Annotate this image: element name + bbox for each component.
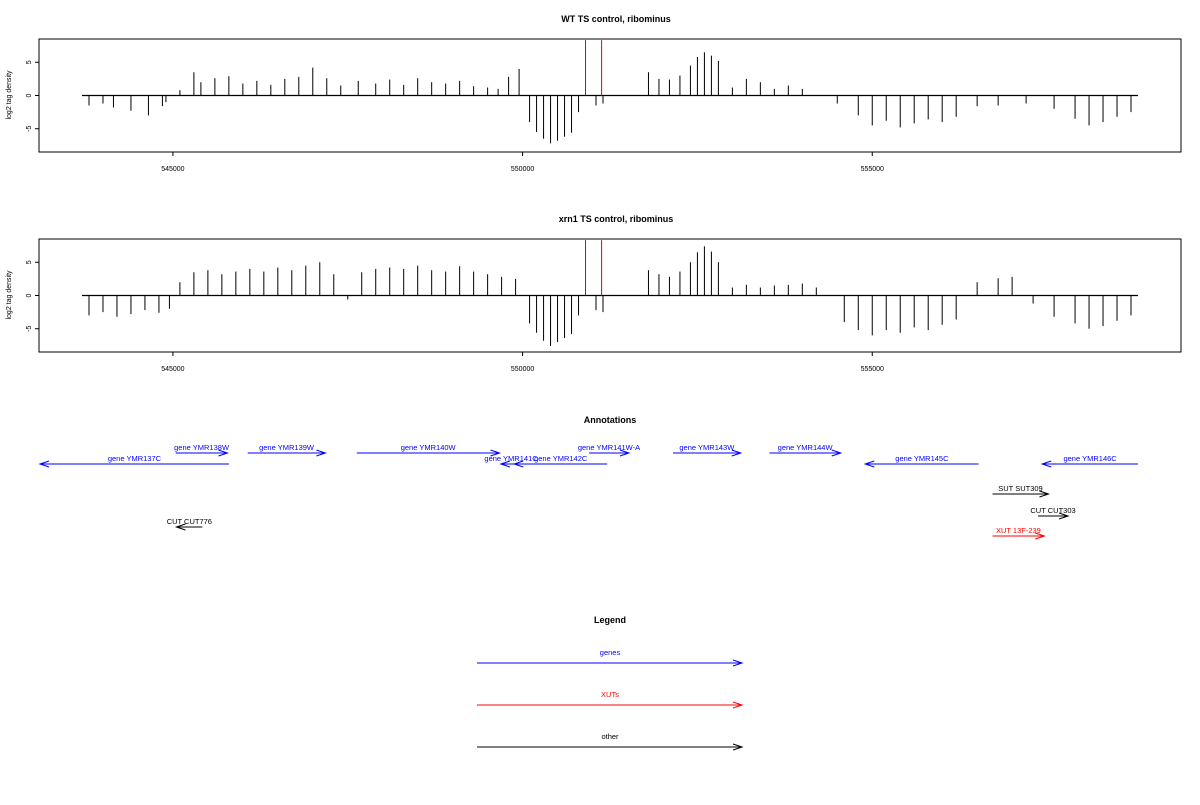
legend-label-xut: XUTs xyxy=(601,690,619,699)
xrn1-y-tick-label-1: 0 xyxy=(26,293,33,297)
annotation-label-2: gene YMR139W xyxy=(259,443,315,452)
annotation-arrow-6 xyxy=(589,449,631,457)
annotation-arrow-3 xyxy=(356,449,502,457)
legend-panel: Legend genes XUTs other xyxy=(477,615,744,751)
xrn1-bars-group xyxy=(82,240,1138,347)
wt-y-tick-label-2: 5 xyxy=(26,60,33,64)
legend-arrow-xut xyxy=(477,701,744,709)
annotation-arrow-6-head xyxy=(619,449,631,457)
annotation-arrow-5-head xyxy=(512,460,524,468)
annotation-arrow-0 xyxy=(38,460,229,468)
annotation-label-0: gene YMR137C xyxy=(108,454,162,463)
annotation-label-13: XUT 13F-239 xyxy=(996,526,1041,535)
legend-label-other: other xyxy=(601,732,619,741)
annotation-arrow-14-head xyxy=(174,523,186,531)
annotation-arrow-2-head xyxy=(316,449,327,457)
wt-y-axis-label: log2 tag density xyxy=(6,70,13,120)
wt-x-tick-label-2: 555000 xyxy=(861,166,884,173)
wt-x-tick-label-0: 545000 xyxy=(161,166,184,173)
legend-items: genes XUTs other xyxy=(477,648,744,751)
annotation-label-10: gene YMR146C xyxy=(1063,454,1117,463)
legend-arrow-gene-head xyxy=(732,659,744,667)
annotation-arrow-0-head xyxy=(38,460,50,468)
legend-label-gene: genes xyxy=(600,648,621,657)
wt-y-tick-label-0: -5 xyxy=(26,126,33,132)
annotation-arrow-14 xyxy=(174,523,203,531)
legend-arrow-other-head xyxy=(732,743,744,751)
annotation-label-4: gene YMR141C xyxy=(484,454,538,463)
xrn1-track-title: xrn1 TS control, ribominus xyxy=(559,214,674,224)
annotation-arrow-10-head xyxy=(1040,460,1052,468)
annotation-label-9: gene YMR145C xyxy=(895,454,949,463)
annotation-label-14: CUT CUT776 xyxy=(167,517,212,526)
annotation-arrow-12 xyxy=(1037,512,1070,520)
annotation-label-12: CUT CUT303 xyxy=(1030,506,1075,515)
annotation-label-3: gene YMR140W xyxy=(401,443,457,452)
annotation-arrow-10 xyxy=(1040,460,1138,468)
annotation-arrow-8 xyxy=(769,449,843,457)
annotation-arrow-4-head xyxy=(499,460,511,468)
annotation-arrow-1 xyxy=(175,449,230,457)
xrn1-y-tick-label-0: -5 xyxy=(26,326,33,332)
annotation-arrow-1-head xyxy=(218,449,230,457)
xrn1-y-axis-label: log2 tag density xyxy=(6,270,13,320)
wt-y-ticks: -5 0 5 xyxy=(26,60,39,132)
annotation-features: gene YMR137C gene YMR138W gene YMR139W gene… xyxy=(38,443,1138,540)
xrn1-x-tick-label-1: 550000 xyxy=(511,366,534,373)
annotation-arrow-7 xyxy=(672,449,743,457)
wt-track-title: WT TS control, ribominus xyxy=(561,14,671,24)
legend-title: Legend xyxy=(594,615,626,625)
annotation-label-5: gene YMR142C xyxy=(534,454,588,463)
wt-x-ticks: 545000 550000 555000 xyxy=(161,152,884,173)
annotation-arrow-12-head xyxy=(1058,512,1070,520)
annotation-arrow-8-head xyxy=(831,449,843,457)
xrn1-track-panel: xrn1 TS control, ribominus log2 tag dens… xyxy=(6,214,1182,373)
annotation-arrow-13 xyxy=(992,532,1046,540)
annotation-label-11: SUT SUT309 xyxy=(998,484,1042,493)
wt-x-tick-label-1: 550000 xyxy=(511,166,534,173)
xrn1-y-tick-label-2: 5 xyxy=(26,260,33,264)
annotation-label-7: gene YMR143W xyxy=(679,443,735,452)
xrn1-x-tick-label-0: 545000 xyxy=(161,366,184,373)
annotation-label-8: gene YMR144W xyxy=(778,443,834,452)
annotation-arrow-13-head xyxy=(1035,532,1046,540)
annotation-label-6: gene YMR141W-A xyxy=(578,443,640,452)
annotation-arrow-7-head xyxy=(731,449,743,457)
annotation-label-1: gene YMR138W xyxy=(174,443,230,452)
annotation-arrow-11-head xyxy=(1039,490,1051,498)
annotation-arrow-3-head xyxy=(490,449,502,457)
annotation-arrow-2 xyxy=(247,449,327,457)
annotation-arrow-11 xyxy=(992,490,1051,498)
wt-track-panel: WT TS control, ribominus log2 tag densit… xyxy=(6,14,1182,173)
annotations-title: Annotations xyxy=(584,415,637,425)
wt-bars-group xyxy=(82,40,1138,144)
xrn1-x-ticks: 545000 550000 555000 xyxy=(161,352,884,373)
legend-arrow-xut-head xyxy=(732,701,744,709)
xrn1-x-tick-label-2: 555000 xyxy=(861,366,884,373)
wt-y-tick-label-1: 0 xyxy=(26,93,33,97)
annotation-arrow-5 xyxy=(512,460,608,468)
legend-arrow-gene xyxy=(477,659,744,667)
legend-arrow-other xyxy=(477,743,744,751)
xrn1-y-ticks: -5 0 5 xyxy=(26,260,39,332)
annotation-arrow-9-head xyxy=(863,460,875,468)
annotation-arrow-9 xyxy=(863,460,979,468)
